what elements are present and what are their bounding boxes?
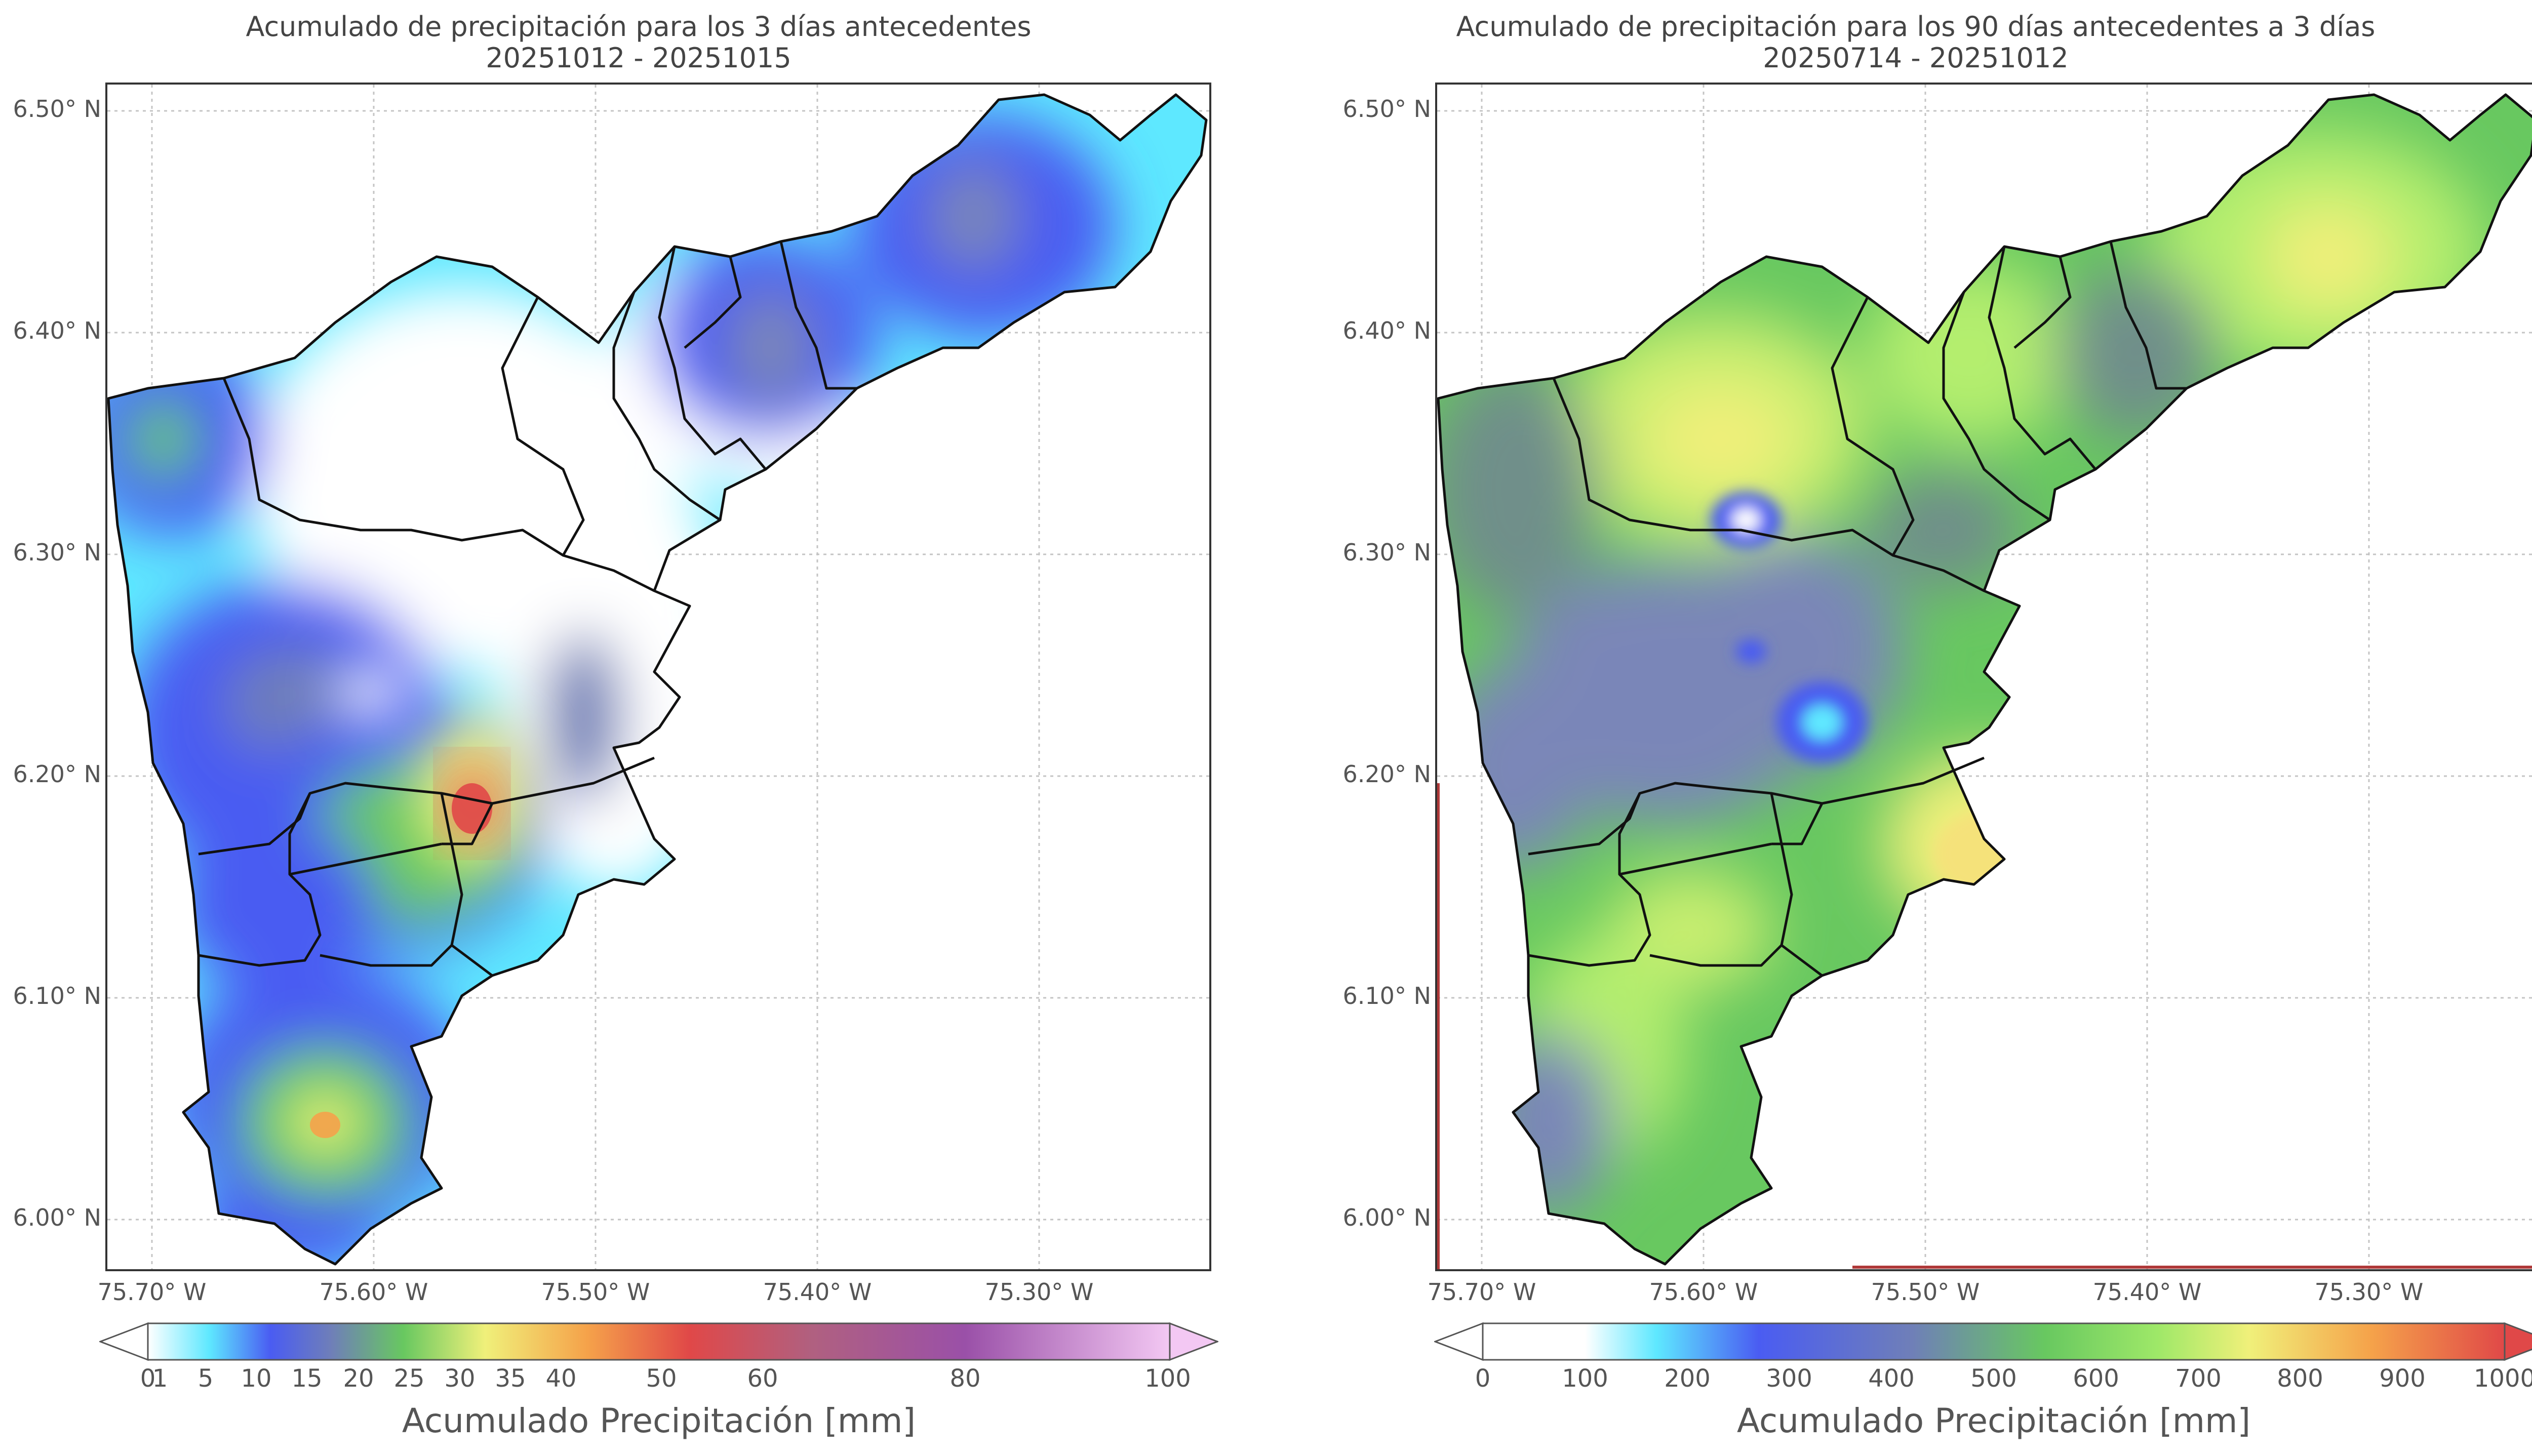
left-map-frame[interactable] [105, 83, 1211, 1271]
right-lat-tick-630: 6.30° N [1342, 539, 1431, 566]
right-lon-tick-7540: 75.40° W [2092, 1278, 2202, 1306]
left-lat-tick-610: 6.10° N [13, 982, 101, 1009]
left-map-panel: Acumulado de precipitación para los 3 dí… [13, 11, 1218, 1440]
left-cb-tick-0: 0 [140, 1364, 156, 1393]
right-lon-tick-7530: 75.30° W [2314, 1278, 2424, 1306]
left-lat-tick-600: 6.00° N [13, 1204, 101, 1231]
left-cb-tick-10: 10 [241, 1364, 272, 1393]
left-lat-tick-650: 6.50° N [13, 95, 101, 123]
left-cb-tick-80: 80 [949, 1364, 981, 1393]
left-map-title: Acumulado de precipitación para los 3 dí… [246, 11, 1032, 43]
right-cb-tick-700: 700 [2175, 1364, 2222, 1393]
right-cb-tick-1000: 1000 [2473, 1364, 2532, 1393]
right-precip-field [1438, 95, 2532, 1264]
left-cb-tick-25: 25 [393, 1364, 425, 1393]
left-cb-tick-50: 50 [646, 1364, 677, 1393]
left-cb-tick-35: 35 [495, 1364, 526, 1393]
right-lon-tick-7570: 75.70° W [1427, 1278, 1536, 1306]
left-colorbar [99, 1322, 1218, 1361]
left-lon-tick-7570: 75.70° W [97, 1278, 207, 1306]
right-cb-tick-400: 400 [1868, 1364, 1915, 1393]
right-cb-tick-300: 300 [1766, 1364, 1812, 1393]
right-cb-tick-100: 100 [1562, 1364, 1608, 1393]
left-cb-tick-100: 100 [1144, 1364, 1191, 1393]
right-map-date-range: 20250714 - 20251012 [1763, 42, 2069, 74]
left-colorbar-label: Acumulado Precipitación [mm] [402, 1401, 916, 1440]
right-cb-tick-900: 900 [2379, 1364, 2426, 1393]
right-cb-tick-200: 200 [1664, 1364, 1711, 1393]
left-lon-tick-7550: 75.50° W [541, 1278, 650, 1306]
right-map-panel: Acumulado de precipitación para los 90 d… [1277, 0, 2532, 1456]
right-lon-tick-7550: 75.50° W [1871, 1278, 1980, 1306]
left-lon-tick-7560: 75.60° W [319, 1278, 428, 1306]
right-lat-tick-600: 6.00° N [1342, 1204, 1431, 1231]
left-cb-tick-20: 20 [343, 1364, 374, 1393]
left-cb-tick-5: 5 [197, 1364, 214, 1393]
right-colorbar-label: Acumulado Precipitación [mm] [1736, 1401, 2251, 1440]
left-cb-tick-30: 30 [444, 1364, 476, 1393]
left-municipal-boundaries [108, 95, 1206, 1264]
right-cb-tick-0: 0 [1475, 1364, 1491, 1393]
left-precip-map [107, 85, 1209, 1269]
right-municipal-boundaries [1438, 95, 2532, 1264]
left-cb-tick-1: 1 [152, 1364, 168, 1393]
left-cb-tick-15: 15 [291, 1364, 323, 1393]
right-lat-tick-650: 6.50° N [1342, 95, 1431, 123]
left-lat-tick-640: 6.40° N [13, 317, 101, 344]
right-lat-tick-620: 6.20° N [1342, 760, 1431, 788]
left-lon-tick-7530: 75.30° W [984, 1278, 1094, 1306]
right-map-frame[interactable] [1435, 83, 2532, 1271]
right-colorbar [1434, 1322, 2532, 1361]
right-cb-tick-600: 600 [2073, 1364, 2119, 1393]
left-cb-tick-60: 60 [747, 1364, 778, 1393]
right-precip-map [1437, 85, 2532, 1269]
left-map-date-range: 20251012 - 20251015 [486, 42, 792, 74]
right-cb-tick-800: 800 [2277, 1364, 2323, 1393]
left-lat-tick-620: 6.20° N [13, 760, 101, 788]
left-cb-tick-40: 40 [545, 1364, 577, 1393]
left-lon-tick-7540: 75.40° W [763, 1278, 872, 1306]
right-cb-tick-500: 500 [1970, 1364, 2017, 1393]
right-lat-tick-610: 6.10° N [1342, 982, 1431, 1009]
right-lat-tick-640: 6.40° N [1342, 317, 1431, 344]
right-map-title: Acumulado de precipitación para los 90 d… [1456, 11, 2376, 43]
left-lat-tick-630: 6.30° N [13, 539, 101, 566]
right-lon-tick-7560: 75.60° W [1649, 1278, 1758, 1306]
